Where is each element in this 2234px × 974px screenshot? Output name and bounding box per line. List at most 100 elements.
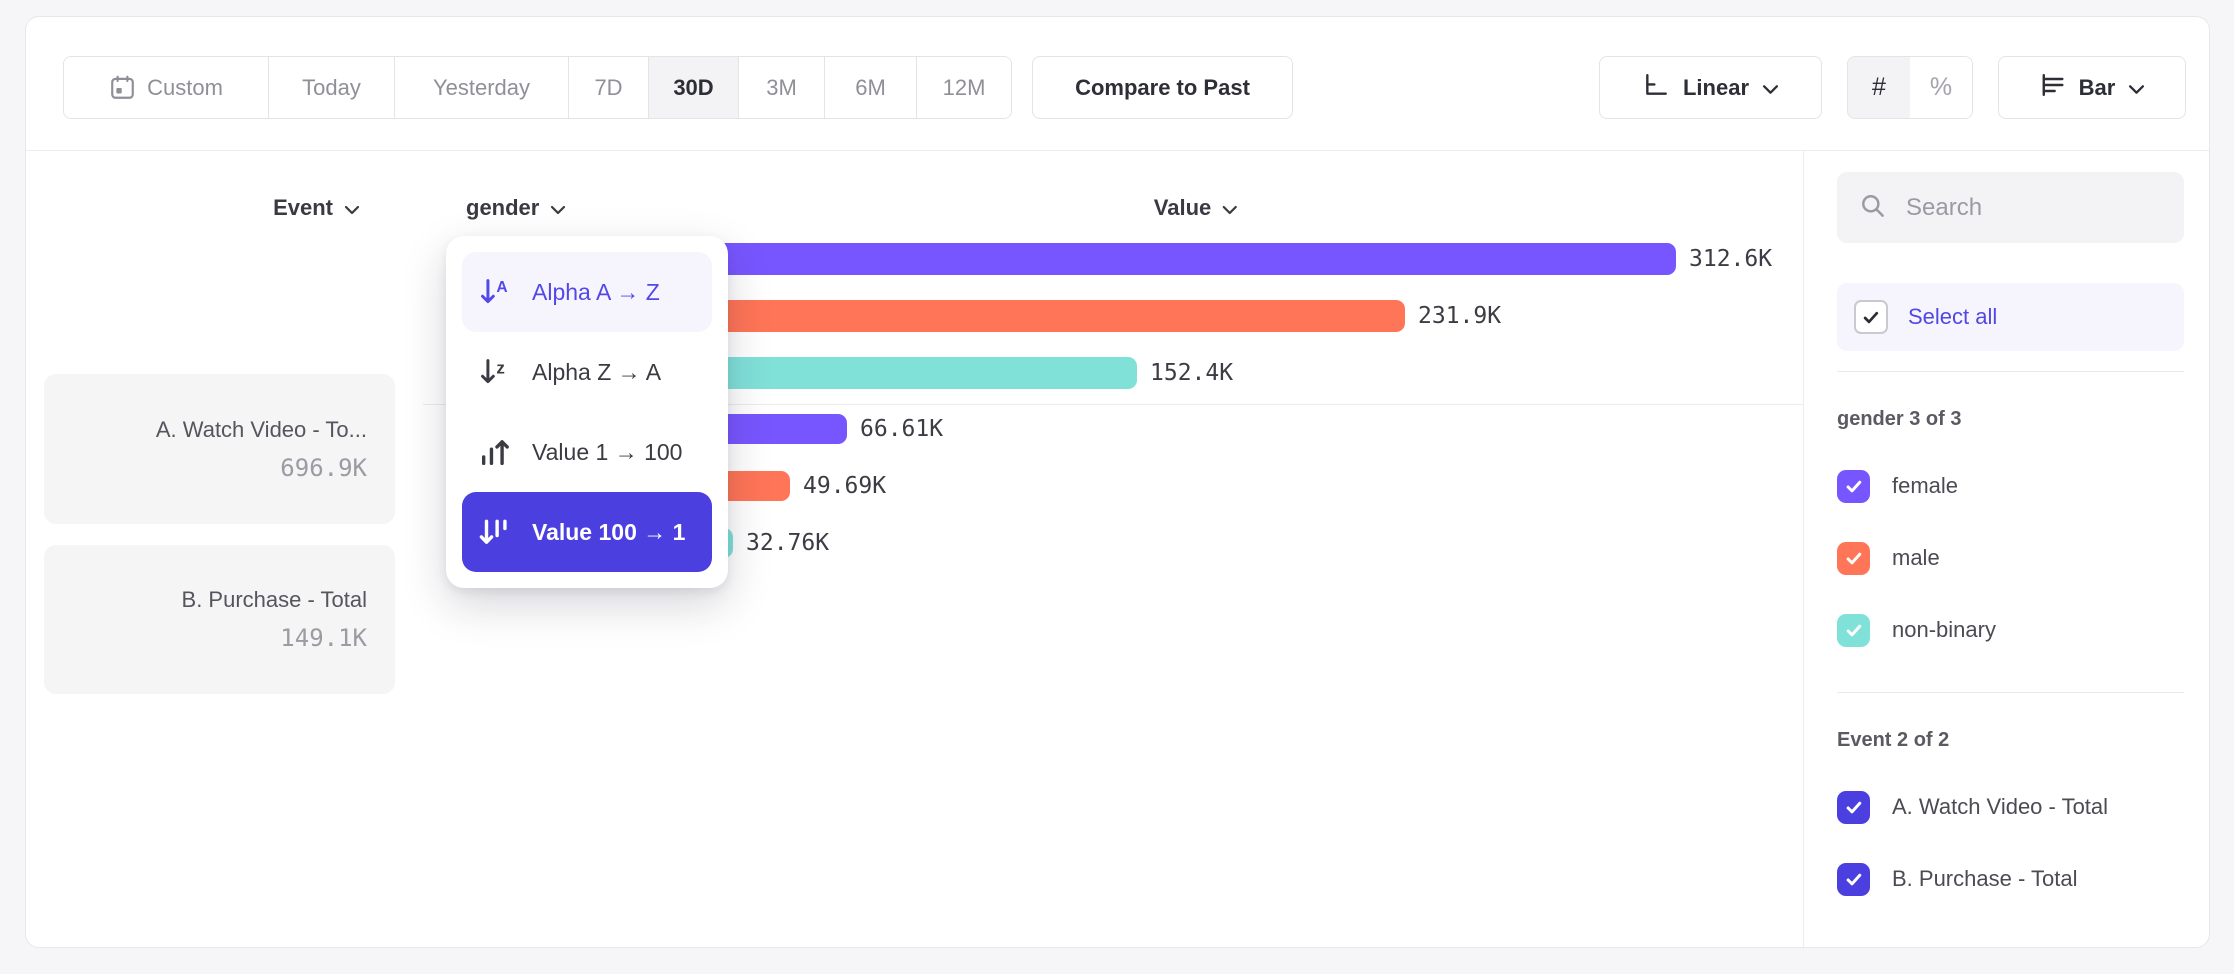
sort-value-desc-icon xyxy=(476,514,514,550)
chevron-down-icon xyxy=(550,195,566,221)
bar-value-label: 32.76K xyxy=(746,530,830,556)
svg-text:A: A xyxy=(496,279,507,296)
filter-item-b-purchase-total[interactable]: B. Purchase - Total xyxy=(1837,862,2184,896)
date-range-label: 3M xyxy=(766,74,797,100)
event-name: A. Watch Video - To... xyxy=(155,416,367,442)
date-range-label: Today xyxy=(302,74,361,100)
svg-text:z: z xyxy=(496,358,505,377)
select-all-label: Select all xyxy=(1908,304,1998,329)
sort-option-label: Value 100 → 1 xyxy=(532,518,686,545)
event-total-value: 696.9K xyxy=(280,453,367,482)
scale-selector-label: Linear xyxy=(1682,74,1750,100)
chart-type-selector-button[interactable]: Bar xyxy=(1998,56,2186,119)
bar-female[interactable] xyxy=(623,243,1676,275)
event-name: B. Purchase - Total xyxy=(181,587,367,612)
filter-checkbox[interactable] xyxy=(1837,541,1870,575)
sort-option-value-100-1[interactable]: Value 100 → 1 xyxy=(462,492,712,572)
bar-value-label: 66.61K xyxy=(860,416,944,442)
value-header-label: Value xyxy=(1153,195,1212,220)
search-box xyxy=(1837,172,2184,243)
bar-chart-icon xyxy=(2039,73,2066,103)
filter-item-a-watch-video-total[interactable]: A. Watch Video - Total xyxy=(1837,790,2184,824)
filter-checkbox[interactable] xyxy=(1837,613,1870,647)
date-range-30d[interactable]: 30D xyxy=(649,57,739,118)
sort-alpha-asc-icon: A xyxy=(476,274,514,310)
filter-item-non-binary[interactable]: non-binary xyxy=(1837,613,2184,647)
event-total-value: 149.1K xyxy=(280,624,367,652)
breakdown-column-header[interactable]: gender xyxy=(466,195,566,221)
filter-item-label: B. Purchase - Total xyxy=(1892,866,2078,891)
date-range-7d[interactable]: 7D xyxy=(569,57,649,118)
filter-item-male[interactable]: male xyxy=(1837,541,2184,575)
select-all-row[interactable]: Select all xyxy=(1837,283,2184,351)
sidebar-section-divider xyxy=(1837,371,2184,372)
date-range-label: 7D xyxy=(594,74,623,100)
chevron-down-icon xyxy=(344,195,360,221)
date-range-12m[interactable]: 12M xyxy=(917,57,1011,118)
date-range-today[interactable]: Today xyxy=(269,57,395,118)
event-column-header[interactable]: Event xyxy=(273,195,360,221)
row-divider xyxy=(423,404,1803,405)
filter-item-label: non-binary xyxy=(1892,617,1996,642)
sort-option-label: Value 1 → 100 xyxy=(532,438,683,465)
date-range-label: 30D xyxy=(673,74,714,100)
filter-checkbox[interactable] xyxy=(1837,469,1870,503)
filter-item-label: A. Watch Video - Total xyxy=(1892,794,2109,819)
date-range-custom[interactable]: Custom xyxy=(64,57,269,118)
search-input[interactable] xyxy=(1904,192,2162,223)
date-range-6m[interactable]: 6M xyxy=(825,57,917,118)
absolute-numbers-option[interactable]: # xyxy=(1848,57,1910,118)
filter-item-label: male xyxy=(1892,545,1940,570)
insights-report-card: Custom Today Yesterday 7D 30D 3M 6M 12M Compare… xyxy=(25,16,2211,949)
date-range-selector: Custom Today Yesterday 7D 30D 3M 6M 12M xyxy=(63,56,1012,119)
bar-row-male: 231.9K xyxy=(623,300,1501,332)
date-range-label: Custom xyxy=(147,74,223,100)
event-column: Event A. Watch Video - To... 696.9K B. Pur… xyxy=(26,151,401,949)
date-range-label: Yesterday xyxy=(432,74,531,100)
bar-value-label: 152.4K xyxy=(1150,360,1234,386)
linear-axis-icon xyxy=(1642,72,1670,104)
date-range-label: 6M xyxy=(855,74,886,100)
chevron-down-icon xyxy=(2128,75,2145,101)
percentage-option[interactable]: % xyxy=(1910,57,1972,118)
bar-value-label: 312.6K xyxy=(1689,246,1773,272)
sort-option-label: Alpha Z → A xyxy=(532,358,662,385)
search-icon xyxy=(1859,192,1886,224)
date-range-yesterday[interactable]: Yesterday xyxy=(395,57,569,118)
compare-to-past-button[interactable]: Compare to Past xyxy=(1032,56,1293,119)
filter-section-title: gender 3 of 3 xyxy=(1837,408,1962,430)
toolbar-right-cluster: Linear # % Bar xyxy=(1599,56,2186,119)
calendar-icon xyxy=(109,74,136,101)
chevron-down-icon xyxy=(1222,195,1238,221)
date-range-3m[interactable]: 3M xyxy=(739,57,825,118)
bar-male[interactable] xyxy=(623,300,1405,332)
sort-option-value-1-100[interactable]: Value 1 → 100 xyxy=(462,412,712,492)
filter-section-title: Event 2 of 2 xyxy=(1837,729,1950,751)
scale-selector-button[interactable]: Linear xyxy=(1599,56,1822,119)
sort-option-alpha-a-z[interactable]: A Alpha A → Z xyxy=(462,252,712,332)
toolbar: Custom Today Yesterday 7D 30D 3M 6M 12M Compare… xyxy=(26,17,2209,151)
select-all-checkbox[interactable] xyxy=(1854,300,1888,334)
event-card[interactable]: B. Purchase - Total 149.1K xyxy=(44,545,395,694)
value-column-header[interactable]: Value xyxy=(1154,195,1238,221)
sort-option-label: Alpha A → Z xyxy=(532,278,660,305)
breakdown-header-label: gender xyxy=(466,195,540,220)
date-range-label: 12M xyxy=(942,74,986,100)
filter-checkbox[interactable] xyxy=(1837,790,1870,824)
sort-option-alpha-z-a[interactable]: z Alpha Z → A xyxy=(462,332,712,412)
event-header-label: Event xyxy=(273,195,333,220)
chevron-down-icon xyxy=(1762,75,1779,101)
bar-value-label: 49.69K xyxy=(803,473,887,499)
filter-sidebar: Select all gender 3 of 3 female male non-bi… xyxy=(1804,151,2211,949)
event-card[interactable]: A. Watch Video - To... 696.9K xyxy=(44,374,395,524)
bar-row-female: 312.6K xyxy=(623,243,1772,275)
sort-dropdown-menu: A Alpha A → Z z Alpha Z → A Value 1 → 100 Val… xyxy=(446,236,728,588)
value-format-toggle: # % xyxy=(1847,56,1973,119)
filter-checkbox[interactable] xyxy=(1837,862,1870,896)
filter-item-female[interactable]: female xyxy=(1837,469,2184,503)
sort-value-asc-icon xyxy=(476,434,514,470)
sort-alpha-desc-icon: z xyxy=(476,354,514,390)
sidebar-section-divider xyxy=(1837,692,2184,693)
filter-item-label: female xyxy=(1892,473,1959,498)
sidebar-divider xyxy=(1803,151,1804,949)
